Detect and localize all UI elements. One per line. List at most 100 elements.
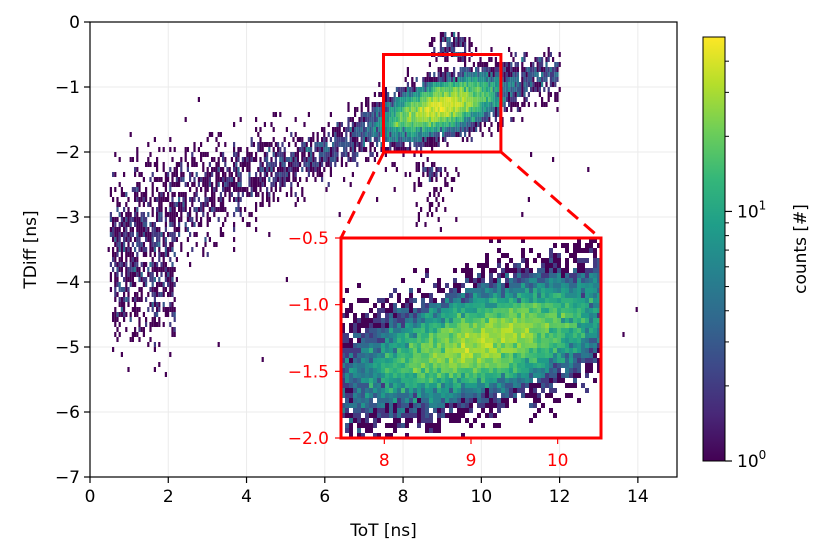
inset-heatmap-cell [349, 358, 353, 363]
inset-heatmap-cell [509, 348, 513, 353]
inset-heatmap-cell [481, 383, 485, 388]
heatmap-cell [400, 112, 403, 117]
heatmap-cell [367, 137, 370, 142]
heatmap-cell [175, 167, 178, 172]
heatmap-cell [114, 322, 117, 327]
inset-heatmap-cell [453, 278, 457, 283]
inset-heatmap-cell [349, 373, 353, 378]
inset-heatmap-cell [381, 368, 385, 373]
heatmap-cell [448, 82, 451, 87]
heatmap-cell [527, 82, 530, 87]
inset-heatmap-cell [473, 358, 477, 363]
inset-heatmap-cell [497, 238, 501, 243]
heatmap-cell [389, 147, 392, 152]
inset-heatmap-cell [345, 373, 349, 378]
heatmap-cell [164, 177, 167, 182]
inset-heatmap-cell [489, 328, 493, 333]
heatmap-cell [321, 162, 324, 167]
heatmap-cell [279, 162, 282, 167]
inset-heatmap-cell [389, 433, 393, 438]
heatmap-cell [439, 67, 442, 72]
heatmap-cell [411, 122, 414, 127]
inset-heatmap-cell [369, 428, 373, 433]
heatmap-cell [226, 177, 229, 182]
heatmap-cell [450, 82, 453, 87]
inset-heatmap-cell [593, 353, 597, 358]
inset-heatmap-cell [477, 368, 481, 373]
inset-heatmap-cell [353, 318, 357, 323]
heatmap-cell [492, 97, 495, 102]
heatmap-cell [444, 177, 447, 182]
inset-heatmap-cell [421, 293, 425, 298]
heatmap-cell [211, 192, 214, 197]
inset-heatmap-cell [493, 368, 497, 373]
inset-heatmap-cell [525, 318, 529, 323]
inset-heatmap-cell [437, 353, 441, 358]
inset-heatmap-cell [573, 273, 577, 278]
inset-heatmap-cell [589, 348, 593, 353]
inset-heatmap-cell [393, 328, 397, 333]
inset-heatmap-cell [349, 328, 353, 333]
inset-heatmap-cell [553, 378, 557, 383]
inset-heatmap-cell [549, 253, 553, 258]
heatmap-cell [151, 267, 154, 272]
inset-heatmap-cell [537, 408, 541, 413]
inset-heatmap-cell [465, 308, 469, 313]
x-tick-label: 14 [627, 487, 649, 507]
inset-heatmap-cell [485, 348, 489, 353]
heatmap-cell [162, 192, 165, 197]
heatmap-cell [127, 247, 130, 252]
heatmap-cell [138, 297, 141, 302]
colorbar-tick-exponent: 0 [759, 448, 767, 462]
inset-heatmap-cell [581, 353, 585, 358]
heatmap-cell [393, 187, 396, 192]
heatmap-cell [417, 177, 420, 182]
heatmap-cell [439, 92, 442, 97]
heatmap-cell [424, 137, 427, 142]
inset-heatmap-cell [485, 393, 489, 398]
inset-heatmap-cell [401, 323, 405, 328]
inset-heatmap-cell [409, 418, 413, 423]
heatmap-cell [426, 197, 429, 202]
inset-heatmap-cell [405, 398, 409, 403]
heatmap-cell [439, 77, 442, 82]
inset-heatmap-cell [465, 408, 469, 413]
heatmap-cell [354, 157, 357, 162]
heatmap-cell [428, 177, 431, 182]
heatmap-cell [351, 137, 354, 142]
heatmap-cell [219, 207, 222, 212]
heatmap-cell [230, 182, 233, 187]
inset-heatmap-cell [573, 383, 577, 388]
inset-heatmap-cell [505, 298, 509, 303]
inset-heatmap-cell [497, 403, 501, 408]
inset-heatmap-cell [461, 313, 465, 318]
heatmap-cell [171, 207, 174, 212]
inset-heatmap-cell [365, 353, 369, 358]
heatmap-cell [541, 82, 544, 87]
inset-heatmap-cell [533, 403, 537, 408]
heatmap-cell [204, 242, 207, 247]
heatmap-cell [461, 87, 464, 92]
heatmap-cell [292, 177, 295, 182]
heatmap-cell [538, 67, 541, 72]
heatmap-cell [127, 217, 130, 222]
heatmap-cell [457, 117, 460, 122]
heatmap-cell [257, 192, 260, 197]
inset-heatmap-cell [493, 303, 497, 308]
heatmap-cell [208, 237, 211, 242]
heatmap-cell [336, 132, 339, 137]
inset-heatmap-cell [553, 398, 557, 403]
heatmap-cell [173, 232, 176, 237]
inset-heatmap-cell [341, 413, 345, 418]
heatmap-cell [164, 272, 167, 277]
heatmap-cell [266, 142, 269, 147]
inset-heatmap-cell [393, 318, 397, 323]
inset-heatmap-cell [513, 348, 517, 353]
inset-heatmap-cell [517, 383, 521, 388]
heatmap-cell [167, 272, 170, 277]
heatmap-cell [404, 102, 407, 107]
heatmap-cell [464, 72, 467, 77]
heatmap-cell [400, 122, 403, 127]
heatmap-cell [422, 132, 425, 137]
heatmap-cell [310, 162, 313, 167]
